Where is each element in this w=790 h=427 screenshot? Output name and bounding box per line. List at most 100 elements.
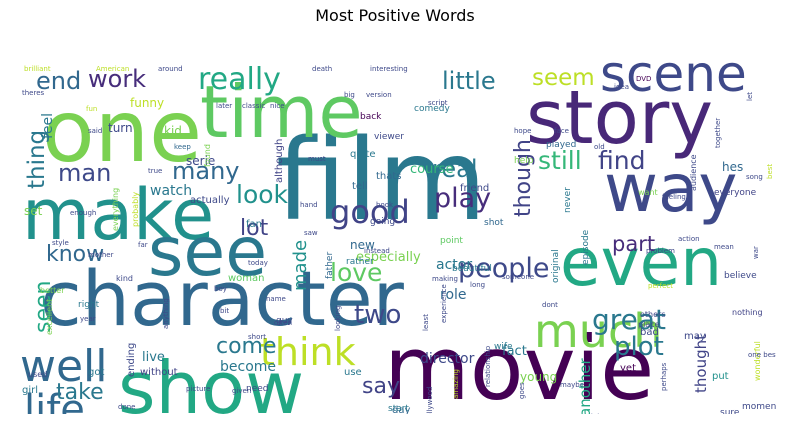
word-one-best: one best (748, 351, 776, 359)
word-thats: thats (376, 171, 402, 182)
word-must: must (308, 155, 326, 163)
word-time: time (200, 70, 363, 154)
word-funny: funny (130, 96, 164, 110)
word-moment: moment (742, 402, 776, 412)
word-used: used (28, 370, 47, 379)
word-watch: watch (150, 183, 192, 199)
word-around: around (158, 65, 183, 73)
word-wife: wife (494, 342, 513, 352)
word-put: put (712, 371, 729, 382)
word-well: well (20, 341, 108, 392)
word-movie: movie (384, 317, 654, 414)
word-cloud-background (14, 31, 776, 414)
word-short: short (248, 333, 266, 341)
word-script: script (428, 99, 448, 107)
word-one: one (42, 82, 202, 182)
word-give: give (340, 412, 387, 414)
word-original: original (551, 249, 561, 283)
word-classic: classic (242, 102, 265, 110)
word-set: set (24, 204, 43, 218)
word-character: character (40, 254, 405, 343)
word-comedy: comedy (414, 104, 450, 114)
word-got: got (88, 367, 104, 378)
word-picture: picture (186, 385, 210, 393)
word-feeling: feeling (662, 193, 686, 201)
word-seem: seem (532, 65, 595, 91)
word-relationship: relationship (484, 345, 492, 387)
word-friend: friend (460, 183, 489, 194)
word-made: made (290, 240, 311, 291)
word-mean: mean (714, 243, 734, 251)
word-place: place (638, 320, 660, 329)
word-many: many (172, 157, 240, 185)
word-actor: actor (436, 257, 472, 273)
word-looking: looking (334, 306, 342, 331)
word-book: book (376, 201, 394, 209)
word-take: take (56, 380, 104, 405)
word-often: often (274, 319, 292, 327)
word-even: even (560, 224, 722, 301)
word-together: together (714, 118, 722, 148)
word-father: father (325, 252, 335, 279)
word-part: part (612, 232, 655, 256)
word-director: director (420, 351, 475, 367)
word-lot: lot (240, 216, 269, 241)
word-perfect: perfect (648, 282, 673, 290)
word-still: still (538, 146, 582, 175)
word-look: look (236, 180, 289, 209)
word-boy: boy (214, 285, 227, 293)
word-say: say (362, 374, 400, 399)
word-little: little (442, 67, 496, 95)
word-live: live (142, 350, 165, 365)
word-better: better (40, 286, 65, 295)
word-beautiful: beautiful (452, 264, 492, 274)
word-role: role (440, 287, 467, 303)
word-later: later (216, 102, 232, 110)
word-may: may (684, 331, 706, 342)
word-two: two (354, 300, 401, 330)
word-another: another (576, 358, 594, 414)
word-shot: shot (484, 218, 504, 228)
word-found: found (203, 144, 212, 167)
word-least: least (422, 314, 430, 331)
word-hope: hope (514, 127, 531, 135)
word-back: back (360, 112, 382, 122)
word-people: people (458, 253, 550, 284)
word-version: version (366, 91, 392, 99)
word-brilliant: brilliant (24, 65, 51, 73)
word-show: show (118, 346, 304, 414)
word-rather: rather (346, 257, 374, 267)
word-girl: girl (22, 385, 38, 396)
word-seen: seen (31, 281, 56, 333)
word-hollywood: Hollywood (426, 387, 434, 414)
word-bit: bit (220, 307, 229, 315)
word-action: action (678, 235, 700, 243)
word-face: face (554, 127, 569, 135)
word-thought: thought (692, 334, 710, 393)
word-fact: fact (502, 344, 527, 359)
word-film: film (276, 116, 487, 246)
word-man: man (58, 159, 111, 187)
word-instead: instead (364, 247, 390, 255)
word-amazing: amazing (452, 369, 460, 399)
word-goes: goes (518, 382, 526, 399)
word-hand: hand (300, 201, 318, 209)
word-american: American (96, 65, 129, 73)
word-love: love (330, 258, 382, 287)
word-war: war (752, 246, 760, 259)
word-scene: scene (600, 45, 747, 103)
word-today: today (248, 259, 268, 267)
word-viewer: viewer (374, 132, 404, 142)
word-let: let (746, 92, 754, 101)
word-cloud-canvas: filmmovieonecharacterstoryshowmaketimese… (14, 31, 776, 414)
word-done: done (118, 403, 135, 411)
word-bad: bad (640, 327, 659, 338)
word-perhaps: perhaps (660, 362, 668, 391)
word-making: making (432, 275, 458, 283)
word-name: name (266, 295, 286, 303)
word-given: given (232, 387, 251, 395)
word-young: young (520, 370, 557, 384)
word-big: big (344, 91, 355, 99)
word-think: think (260, 330, 356, 374)
word-true: true (148, 167, 162, 175)
